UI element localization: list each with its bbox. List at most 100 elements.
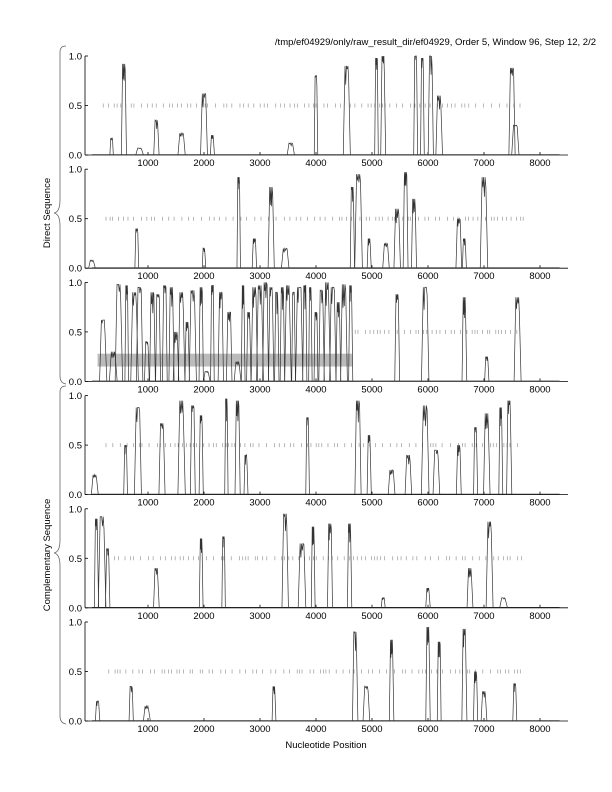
x-tick-label: 1000 <box>137 498 158 509</box>
y-tick-label: 1.0 <box>69 165 82 176</box>
series-peak <box>427 55 434 156</box>
series-peak <box>425 587 431 608</box>
series-peak <box>210 285 215 382</box>
series-peak <box>281 513 289 608</box>
series-peak <box>455 217 463 269</box>
series-peak <box>279 287 285 382</box>
series-peak <box>485 521 494 608</box>
x-tick-label: 5000 <box>361 611 382 622</box>
y-tick-label: 0.5 <box>69 101 82 112</box>
series-peak <box>456 445 462 495</box>
x-tick-label: 6000 <box>417 724 438 735</box>
y-tick-label: 1.0 <box>69 391 82 402</box>
series-peak <box>461 628 468 722</box>
series-peak <box>233 361 242 382</box>
x-tick-label: 2000 <box>193 498 214 509</box>
series-peak <box>374 57 379 156</box>
series-peak <box>124 285 129 382</box>
series-peak <box>234 400 241 495</box>
x-tick-label: 6000 <box>417 384 438 395</box>
x-tick-label: 2000 <box>193 724 214 735</box>
series-peak <box>499 597 508 608</box>
series-peak <box>109 137 114 156</box>
series-peak <box>349 186 355 269</box>
series-peak <box>250 287 258 382</box>
series-peak <box>134 407 142 495</box>
series-peak <box>130 292 139 382</box>
series-peak <box>109 351 118 382</box>
series-peak <box>240 285 246 382</box>
series-peak <box>362 685 371 722</box>
y-tick-label: 0.0 <box>69 151 82 162</box>
x-tick-label: 6000 <box>417 498 438 509</box>
x-tick-label: 3000 <box>249 724 270 735</box>
x-axis-label: Nucleotide Position <box>285 740 366 751</box>
x-tick-label: 4000 <box>305 611 326 622</box>
series-peak <box>347 523 353 608</box>
series-peak <box>354 174 363 269</box>
series-peak <box>281 247 290 269</box>
series-peak <box>366 238 372 269</box>
x-tick-label: 3000 <box>249 384 270 395</box>
series-peak <box>388 639 395 722</box>
series-peak <box>305 417 310 495</box>
x-tick-label: 3000 <box>249 271 270 282</box>
y-tick-label: 1.0 <box>69 278 82 289</box>
series-peak <box>95 700 101 722</box>
series-peak <box>394 294 400 382</box>
y-tick-label: 0.5 <box>69 214 82 225</box>
series-peak <box>217 291 224 382</box>
x-tick-label: 1000 <box>137 611 158 622</box>
series-peak <box>203 370 211 382</box>
series-peak <box>121 63 127 156</box>
series-peak <box>323 282 331 382</box>
series-peak <box>513 297 522 382</box>
series-peak <box>128 686 134 722</box>
series-peak <box>425 626 431 722</box>
panel-6: 0.0 0.5 1.0 1000 2000 3000 4000 5000 6000 7000 800… <box>69 618 568 735</box>
y-tick-label: 0.0 <box>69 377 82 388</box>
y-tick-label: 0.0 <box>69 490 82 501</box>
series-peak <box>143 704 151 722</box>
x-tick-label: 4000 <box>305 498 326 509</box>
series-peak <box>105 548 111 608</box>
series-peak <box>432 449 441 495</box>
series-peak <box>286 142 295 156</box>
y-tick-label: 0.5 <box>69 554 82 565</box>
series-peak <box>380 55 387 156</box>
series-peak <box>352 631 359 722</box>
series-peak <box>271 686 277 722</box>
series-peak <box>144 340 150 382</box>
panel-1: 0.0 0.5 1.0 1000 2000 3000 4000 5000 6000 7000 800… <box>69 52 568 169</box>
series-peak <box>348 285 354 382</box>
series-peak <box>327 523 333 608</box>
series-peak <box>462 238 467 269</box>
x-tick-label: 4000 <box>305 271 326 282</box>
series-peak <box>153 568 160 608</box>
series-peak <box>310 526 316 608</box>
series-peak <box>498 407 504 495</box>
x-tick-label: 8000 <box>529 271 550 282</box>
series-peak <box>387 469 396 495</box>
series-peak <box>221 536 226 608</box>
series-peak <box>158 423 166 495</box>
x-tick-label: 5000 <box>361 271 382 282</box>
series-peak <box>318 289 325 382</box>
series-peak <box>308 287 313 382</box>
brace-direct <box>53 45 67 385</box>
x-tick-label: 1000 <box>137 384 158 395</box>
series-peak <box>354 400 362 495</box>
group-label-complementary: Complementary Sequence <box>42 499 53 611</box>
x-tick-label: 8000 <box>529 498 550 509</box>
series-peak <box>393 208 401 269</box>
series-peak <box>177 292 186 382</box>
series-peak <box>135 286 144 382</box>
y-tick-label: 0.0 <box>69 603 82 614</box>
group-label-direct: Direct Sequence <box>42 178 53 248</box>
x-tick-label: 8000 <box>529 384 550 395</box>
series-peak <box>155 294 161 382</box>
series-peak <box>135 147 144 156</box>
x-tick-label: 7000 <box>473 498 494 509</box>
series-peak <box>226 311 233 382</box>
